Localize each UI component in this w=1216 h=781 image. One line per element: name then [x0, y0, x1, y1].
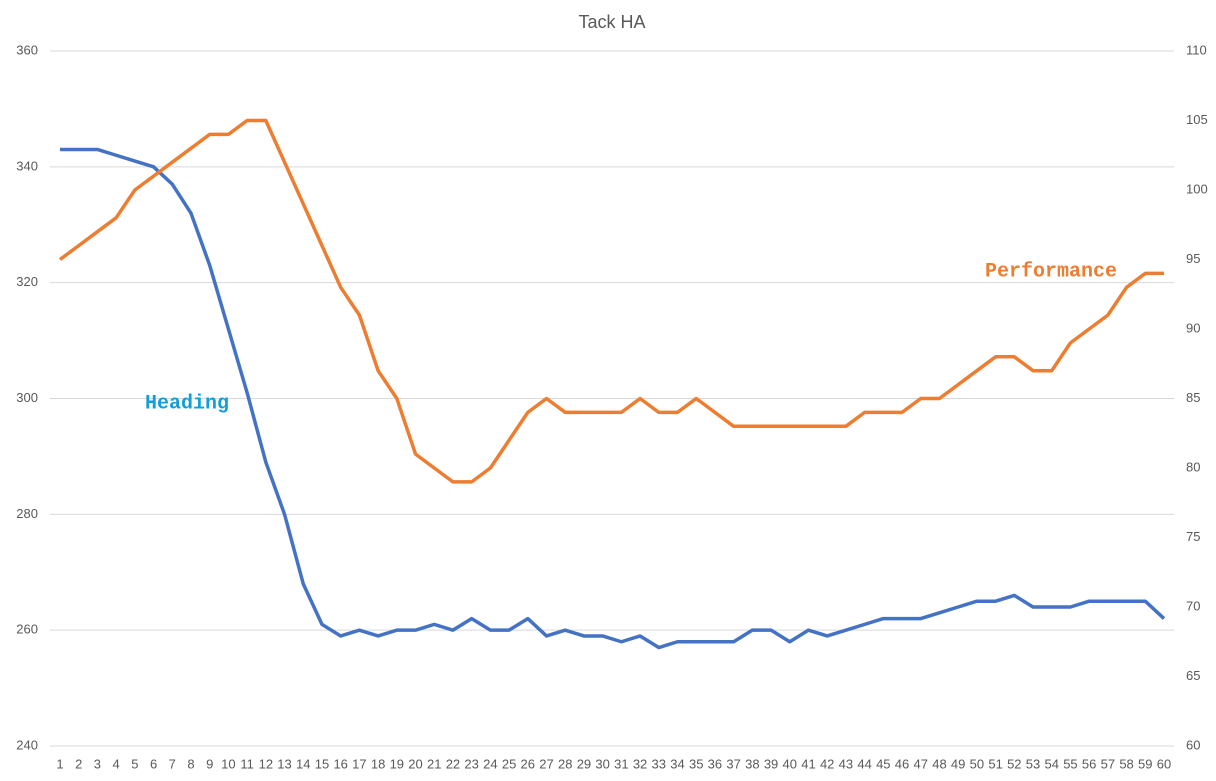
x-tick-label: 34: [670, 756, 684, 771]
x-tick-label: 32: [633, 756, 647, 771]
x-tick-label: 43: [839, 756, 853, 771]
x-tick-label: 49: [951, 756, 965, 771]
series-line: [58, 118, 1164, 484]
y-tick-label: 320: [16, 274, 38, 289]
y-tick-label: 340: [16, 158, 38, 173]
x-tick-label: 7: [169, 756, 176, 771]
x-tick-label: 53: [1026, 756, 1040, 771]
x-tick-label: 36: [708, 756, 722, 771]
y2-tick-label: 80: [1186, 459, 1200, 474]
y2-tick-label: 100: [1186, 181, 1208, 196]
x-tick-label: 57: [1101, 756, 1115, 771]
x-tick-label: 60: [1157, 756, 1171, 771]
x-tick-label: 22: [446, 756, 460, 771]
x-tick-label: 2: [75, 756, 82, 771]
x-tick-label: 8: [187, 756, 194, 771]
y-tick-label: 240: [16, 737, 38, 752]
y2-tick-label: 110: [1186, 42, 1207, 57]
x-tick-label: 30: [595, 756, 609, 771]
chart-title: Tack HA: [578, 12, 645, 32]
y2-tick-label: 90: [1186, 320, 1200, 335]
x-tick-label: 28: [558, 756, 572, 771]
y-tick-label: 300: [16, 390, 38, 405]
x-tick-label: 17: [352, 756, 366, 771]
x-tick-label: 16: [333, 756, 347, 771]
x-tick-label: 50: [970, 756, 984, 771]
x-tick-label: 25: [502, 756, 516, 771]
x-tick-label: 46: [895, 756, 909, 771]
x-tick-label: 23: [464, 756, 478, 771]
x-tick-label: 10: [221, 756, 235, 771]
y2-tick-label: 75: [1186, 529, 1200, 544]
y2-tick-label: 105: [1186, 112, 1208, 127]
x-tick-label: 51: [988, 756, 1002, 771]
series-label: Performance: [985, 260, 1117, 283]
series-label: Heading: [145, 392, 229, 415]
x-tick-label: 20: [408, 756, 422, 771]
x-tick-label: 12: [259, 756, 273, 771]
x-tick-label: 24: [483, 756, 497, 771]
series-line: [60, 147, 1166, 650]
x-tick-label: 26: [521, 756, 535, 771]
y2-tick-label: 85: [1186, 390, 1200, 405]
x-tick-label: 31: [614, 756, 628, 771]
x-tick-label: 15: [315, 756, 329, 771]
x-tick-label: 38: [745, 756, 759, 771]
x-tick-label: 6: [150, 756, 157, 771]
x-tick-label: 11: [240, 756, 254, 771]
x-tick-label: 59: [1138, 756, 1152, 771]
x-tick-label: 39: [764, 756, 778, 771]
x-tick-label: 5: [131, 756, 138, 771]
x-tick-label: 21: [427, 756, 441, 771]
y-tick-label: 280: [16, 506, 38, 521]
y2-tick-label: 60: [1186, 737, 1200, 752]
x-tick-label: 1: [56, 756, 63, 771]
x-tick-label: 3: [94, 756, 101, 771]
x-tick-label: 54: [1044, 756, 1058, 771]
y2-tick-label: 70: [1186, 598, 1200, 613]
x-tick-label: 37: [726, 756, 740, 771]
x-tick-label: 42: [820, 756, 834, 771]
x-tick-label: 56: [1082, 756, 1096, 771]
x-tick-label: 44: [857, 756, 871, 771]
x-tick-label: 47: [914, 756, 928, 771]
x-tick-label: 58: [1119, 756, 1133, 771]
x-tick-label: 48: [932, 756, 946, 771]
x-tick-label: 9: [206, 756, 213, 771]
x-tick-label: 18: [371, 756, 385, 771]
y-tick-label: 360: [16, 42, 38, 57]
y-tick-label: 260: [16, 622, 38, 637]
x-tick-label: 27: [539, 756, 553, 771]
x-tick-label: 52: [1007, 756, 1021, 771]
x-tick-label: 33: [652, 756, 666, 771]
x-tick-label: 4: [113, 756, 120, 771]
x-tick-label: 55: [1063, 756, 1077, 771]
y2-tick-label: 65: [1186, 668, 1200, 683]
x-tick-label: 19: [390, 756, 404, 771]
x-tick-label: 35: [689, 756, 703, 771]
x-tick-label: 13: [277, 756, 291, 771]
x-tick-label: 29: [577, 756, 591, 771]
x-tick-label: 14: [296, 756, 310, 771]
x-tick-label: 45: [876, 756, 890, 771]
y2-tick-label: 95: [1186, 251, 1200, 266]
x-tick-label: 41: [801, 756, 815, 771]
x-tick-label: 40: [783, 756, 797, 771]
